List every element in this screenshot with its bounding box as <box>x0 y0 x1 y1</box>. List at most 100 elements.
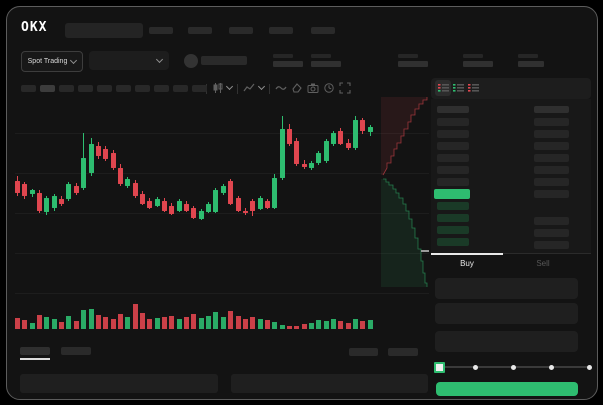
timeframe-button[interactable] <box>97 85 112 92</box>
volume-bar <box>294 326 300 329</box>
candlestick-plot <box>15 100 381 245</box>
last-price-badge[interactable] <box>434 189 470 199</box>
bottom-tab[interactable] <box>20 347 50 355</box>
bid-price-cell[interactable] <box>437 214 469 222</box>
eraser-icon[interactable] <box>291 82 303 94</box>
ticker-stat-value <box>273 61 303 67</box>
volume-bar <box>198 318 204 329</box>
slider-stop[interactable] <box>473 364 479 370</box>
orderbook-mode-asks-icon[interactable] <box>468 83 480 95</box>
chart-gridline <box>15 173 429 174</box>
timeframe-button[interactable] <box>135 85 150 92</box>
nav-item[interactable] <box>188 27 212 34</box>
candle-body <box>279 129 285 178</box>
candle-body <box>147 201 153 208</box>
candle-body <box>29 190 35 194</box>
volume-pane <box>15 301 381 329</box>
candle-body <box>88 144 94 173</box>
nav-item[interactable] <box>311 27 335 34</box>
timeframe-button[interactable] <box>116 85 131 92</box>
indicators-icon[interactable] <box>243 82 255 94</box>
ask-price-cell[interactable] <box>437 166 469 174</box>
timeframe-button[interactable] <box>173 85 188 92</box>
bid-price-cell[interactable] <box>437 238 469 246</box>
order-form-field[interactable] <box>435 303 578 324</box>
market-type-dropdown[interactable]: Spot Trading <box>21 51 83 72</box>
tab-divider <box>503 253 591 254</box>
nav-item[interactable] <box>229 27 253 34</box>
chevron-down-icon[interactable] <box>225 82 234 91</box>
timeframe-button[interactable] <box>40 85 55 92</box>
volume-bar <box>250 317 256 329</box>
timeframe-button[interactable] <box>59 85 74 92</box>
ticker-stat-label <box>398 54 418 58</box>
bottom-tab-underline <box>20 358 50 360</box>
volume-bar <box>331 319 337 329</box>
ticker-stat-value <box>518 61 544 67</box>
ask-price-cell[interactable] <box>437 130 469 138</box>
candle-body <box>206 204 212 212</box>
okx-logo[interactable]: OKX <box>21 20 48 35</box>
timeframe-button[interactable] <box>78 85 93 92</box>
candle-body <box>353 120 359 148</box>
candle-body <box>220 186 226 193</box>
pair-selector-dropdown[interactable] <box>89 51 169 70</box>
camera-icon[interactable] <box>307 82 319 94</box>
buy-submit-button[interactable] <box>436 382 578 396</box>
timeframe-button[interactable] <box>154 85 169 92</box>
pair-name-placeholder <box>201 56 247 65</box>
order-form-field[interactable] <box>435 278 578 299</box>
nav-item[interactable] <box>269 27 293 34</box>
tab-sell[interactable]: Sell <box>536 259 550 268</box>
global-search-input[interactable] <box>65 23 143 38</box>
slider-stop[interactable] <box>511 364 516 370</box>
ask-price-cell[interactable] <box>437 178 469 186</box>
timeframe-button[interactable] <box>21 85 36 92</box>
percent-slider[interactable] <box>431 359 595 375</box>
nav-item[interactable] <box>149 27 173 34</box>
ask-price-cell[interactable] <box>437 154 469 162</box>
chevron-down-icon <box>155 55 164 64</box>
candle-body <box>294 141 300 164</box>
chevron-down-icon <box>70 56 78 65</box>
volume-bar <box>22 319 28 329</box>
candle-body <box>132 183 138 196</box>
orderbook-mode-combined-icon[interactable] <box>438 83 450 95</box>
volume-bar <box>213 312 219 329</box>
bottom-action-placeholder[interactable] <box>388 348 418 356</box>
ask-amount-cell <box>534 130 569 138</box>
candle-body <box>264 201 270 208</box>
active-tab-indicator <box>431 253 503 255</box>
slider-handle[interactable] <box>434 362 445 373</box>
bottom-action-placeholder[interactable] <box>349 348 378 356</box>
chevron-down-icon[interactable] <box>257 82 266 91</box>
candle-type-icon[interactable] <box>212 82 224 94</box>
ask-amount-cell <box>534 190 569 198</box>
ask-amount-cell <box>534 154 569 162</box>
tab-buy[interactable]: Buy <box>460 259 474 268</box>
chart-gridline <box>15 213 429 214</box>
settings-icon[interactable] <box>323 82 335 94</box>
volume-bar <box>132 304 138 329</box>
bid-price-cell[interactable] <box>437 226 469 234</box>
slider-stop[interactable] <box>548 364 554 370</box>
bottom-tab[interactable] <box>61 347 91 355</box>
volume-bar <box>88 308 94 329</box>
bid-price-cell[interactable] <box>437 202 469 210</box>
order-form-field[interactable] <box>435 331 578 352</box>
volume-bar <box>139 313 145 329</box>
volume-bar <box>338 320 344 329</box>
candle-body <box>162 201 167 211</box>
ticker-stat-value <box>463 61 493 67</box>
candle-body <box>360 120 366 131</box>
volume-bar <box>316 319 322 329</box>
ask-price-cell[interactable] <box>437 142 469 150</box>
orderbook-mode-bids-icon[interactable] <box>453 83 465 95</box>
ask-amount-cell <box>534 142 569 150</box>
timeframe-button[interactable] <box>192 85 207 92</box>
slider-stop[interactable] <box>586 364 592 370</box>
volume-bar <box>235 315 241 329</box>
line-tool-icon[interactable] <box>275 82 287 94</box>
fullscreen-icon[interactable] <box>339 82 351 94</box>
ask-price-cell[interactable] <box>437 118 469 126</box>
